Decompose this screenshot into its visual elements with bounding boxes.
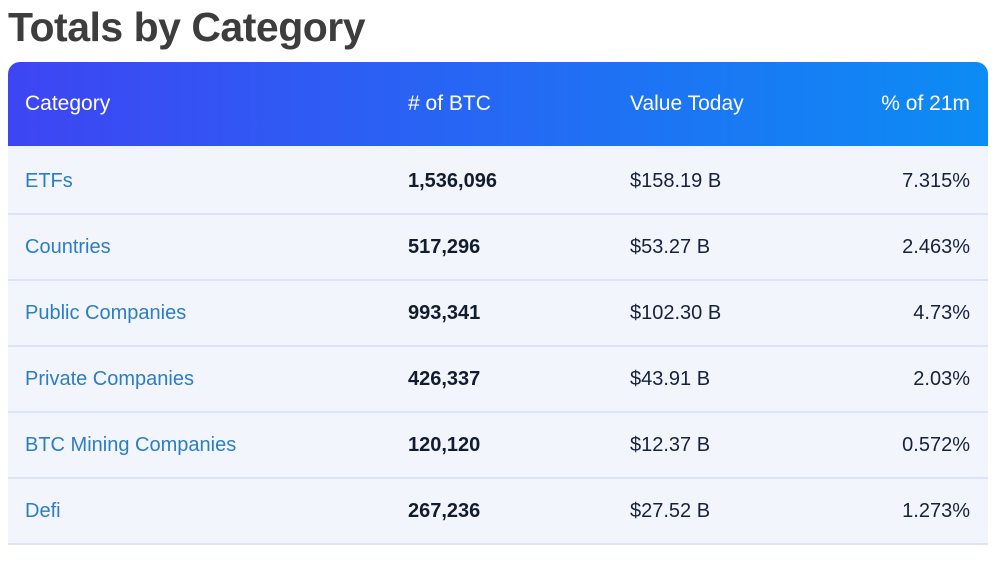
btc-cell: 993,341 [408, 279, 630, 346]
category-link[interactable]: Public Companies [25, 301, 187, 324]
col-header-pct21m: % of 21m [881, 92, 970, 116]
category-cell: Private Companies [8, 345, 408, 412]
category-link[interactable]: Defi [25, 499, 61, 522]
value-cell: $12.37 B [630, 411, 852, 478]
pct-cell: 7.315% [852, 146, 988, 214]
category-link[interactable]: Private Companies [25, 367, 194, 390]
totals-by-category-table: Category # of BTC Value Today % of 21m E… [8, 62, 988, 546]
page-title: Totals by Category [8, 4, 366, 50]
col-header-category: Category [25, 92, 111, 116]
pct-cell: 2.463% [852, 213, 988, 280]
value-cell: $43.91 B [630, 345, 852, 412]
btc-cell: 267,236 [408, 477, 630, 546]
table-row: Countries 517,296 $53.27 B 2.463% [8, 213, 988, 280]
pct-cell: 4.73% [852, 279, 988, 346]
table-row: Public Companies 993,341 $102.30 B 4.73% [8, 279, 988, 346]
pct-cell: 1.273% [852, 477, 988, 546]
btc-cell: 517,296 [408, 213, 630, 280]
btc-cell: 120,120 [408, 411, 630, 478]
category-cell: Defi [8, 477, 408, 546]
col-header-btc: # of BTC [408, 92, 491, 116]
value-cell: $53.27 B [630, 213, 852, 280]
col-header-value: Value Today [630, 92, 744, 116]
btc-cell: 426,337 [408, 345, 630, 412]
category-link[interactable]: ETFs [25, 169, 73, 192]
category-link[interactable]: Countries [25, 235, 111, 258]
value-cell: $158.19 B [630, 146, 852, 214]
category-cell: ETFs [8, 146, 408, 214]
table-header-row: Category # of BTC Value Today % of 21m [8, 62, 988, 146]
table-row: ETFs 1,536,096 $158.19 B 7.315% [8, 146, 988, 214]
table-row: BTC Mining Companies 120,120 $12.37 B 0.… [8, 411, 988, 478]
table-row: Defi 267,236 $27.52 B 1.273% [8, 477, 988, 546]
category-link[interactable]: BTC Mining Companies [25, 433, 237, 456]
pct-cell: 2.03% [852, 345, 988, 412]
pct-cell: 0.572% [852, 411, 988, 478]
value-cell: $27.52 B [630, 477, 852, 546]
table-row: Private Companies 426,337 $43.91 B 2.03% [8, 345, 988, 412]
category-cell: Public Companies [8, 279, 408, 346]
category-cell: BTC Mining Companies [8, 411, 408, 478]
btc-cell: 1,536,096 [408, 146, 630, 214]
category-cell: Countries [8, 213, 408, 280]
value-cell: $102.30 B [630, 279, 852, 346]
